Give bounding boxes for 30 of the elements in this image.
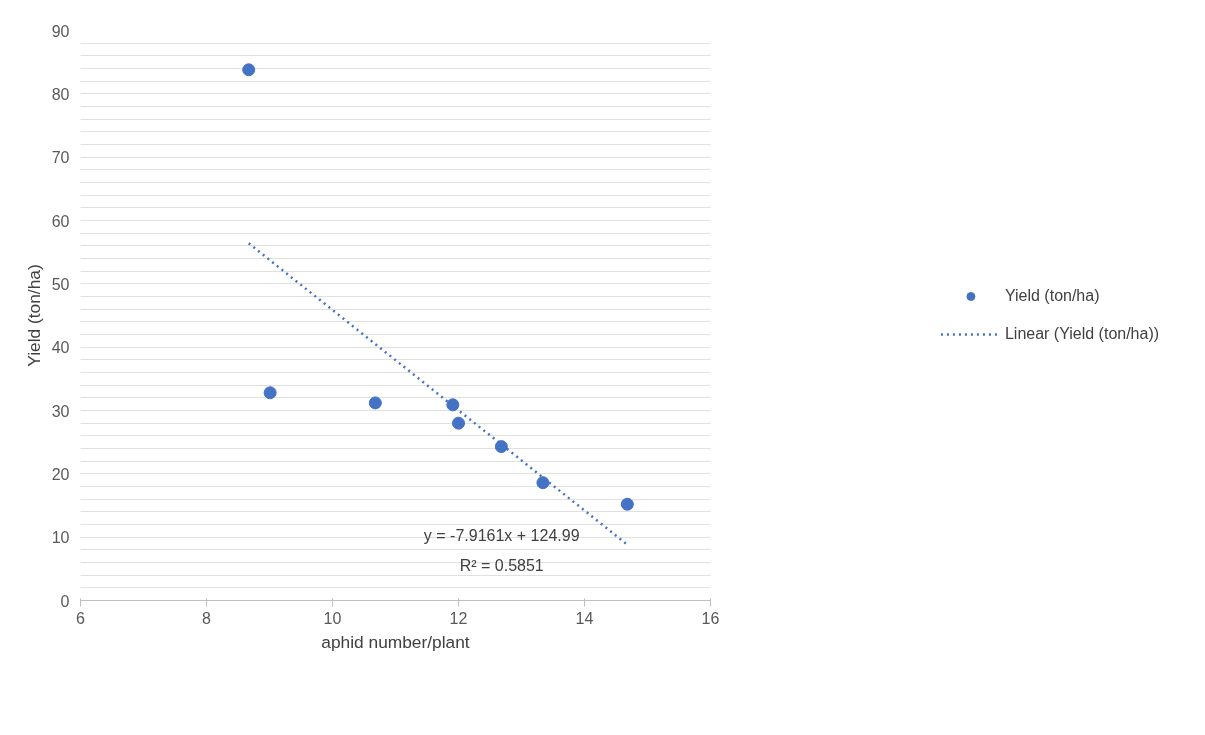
y-tick-label: 80 [51,85,70,103]
annotation: R² = 0.5851 [459,557,544,575]
point [263,386,277,400]
x-tick-label: 8 [202,609,212,627]
legend-label: Linear (Yield (ton/ha)) [1004,325,1160,343]
point [242,63,256,77]
point [494,440,508,454]
x-tick-label: 14 [575,609,594,627]
point [452,416,465,430]
x-tick-label: 10 [323,609,342,627]
y-tick-label: 0 [60,592,70,610]
y-tick-label: 30 [51,402,70,420]
x-axis-title: aphid number/plant [321,631,470,652]
legend-label: Yield (ton/ha) [1004,287,1100,305]
point [536,476,550,490]
y-tick-label: 40 [51,339,70,357]
point [620,497,634,511]
y-tick-label: 20 [51,465,70,483]
y-tick-label: 70 [51,149,70,167]
y-tick-label: 10 [51,529,70,547]
y-tick-label: 90 [51,22,70,40]
x-tick-label: 6 [76,609,86,627]
y-tick-label: 60 [51,212,70,230]
x-tick-label: 12 [449,609,468,627]
y-tick-label: 50 [51,275,70,293]
annotation: y = -7.9161x + 124.99 [423,527,580,545]
y-axis-title: Yield (ton/ha) [23,264,44,367]
point [446,398,460,412]
x-tick-label: 16 [701,609,720,627]
point [368,396,382,410]
